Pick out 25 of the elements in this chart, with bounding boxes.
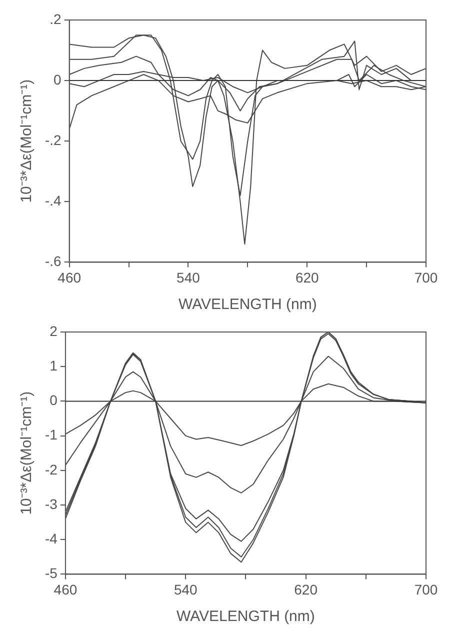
x-tick-label: 700 xyxy=(414,581,438,598)
x-tick-label: 700 xyxy=(414,269,438,286)
y-tick-label: 0 xyxy=(54,71,62,88)
x-tick-label: 620 xyxy=(295,269,320,286)
y-axis-title: 10⁻³*Δε(Mol⁻¹cm⁻¹) xyxy=(18,79,36,203)
y-tick-label: -4 xyxy=(44,530,58,546)
y-tick-label: .2 xyxy=(50,10,62,27)
y-tick-label: 2 xyxy=(50,322,58,339)
y-tick-label: 1 xyxy=(50,357,58,374)
y-tick-label: -.4 xyxy=(44,192,62,209)
x-axis-title: WAVELENGTH (nm) xyxy=(176,608,315,626)
x-axis-title: WAVELENGTH (nm) xyxy=(178,296,317,314)
x-tick-label: 620 xyxy=(294,581,318,598)
x-tick-label: 460 xyxy=(54,581,78,598)
y-tick-label: -1 xyxy=(44,426,58,443)
y-axis-title: 10⁻³*Δε(Mol⁻¹cm⁻¹) xyxy=(18,391,36,515)
y-tick-label: -3 xyxy=(44,496,58,512)
x-tick-label: 460 xyxy=(58,269,82,286)
x-tick-label: 540 xyxy=(174,581,198,598)
y-tick-label: -.2 xyxy=(44,132,62,148)
x-tick-label: 540 xyxy=(176,269,200,286)
y-tick-label: -5 xyxy=(44,565,58,582)
y-tick-label: -2 xyxy=(44,461,58,478)
y-tick-label: 0 xyxy=(50,392,58,408)
y-tick-label: -.6 xyxy=(44,253,62,270)
